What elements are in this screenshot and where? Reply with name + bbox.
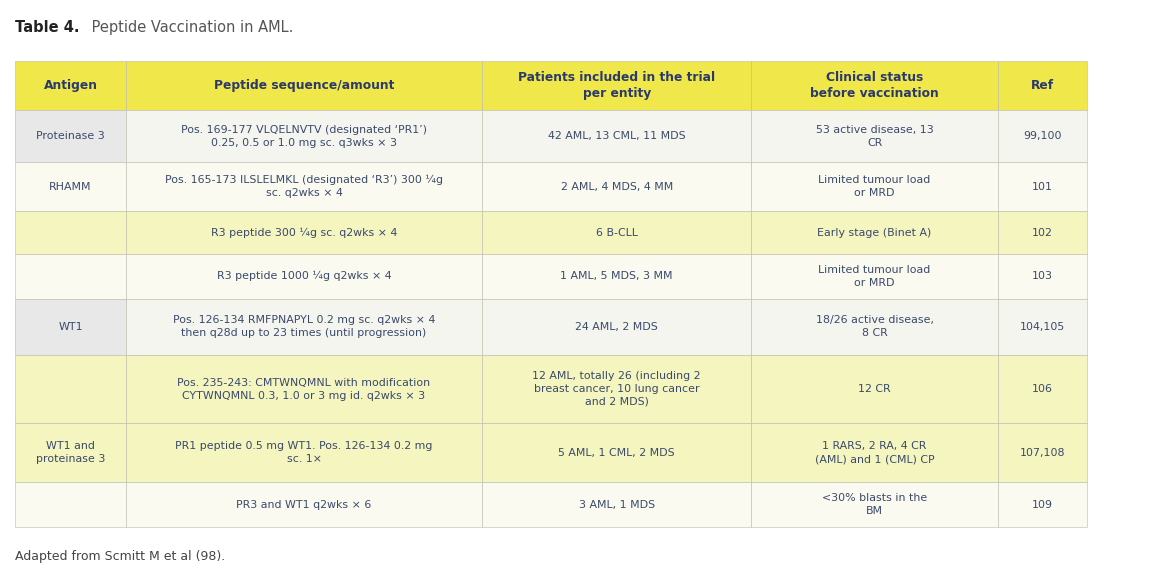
Bar	[15, 299, 125, 355]
Bar	[751, 61, 997, 110]
Text: R3 peptide 300 ¼g sc. q2wks × 4: R3 peptide 300 ¼g sc. q2wks × 4	[211, 228, 397, 238]
Bar	[751, 254, 997, 299]
Text: Proteinase 3: Proteinase 3	[36, 131, 104, 141]
Bar	[751, 211, 997, 254]
Bar	[997, 423, 1087, 482]
Bar	[997, 162, 1087, 211]
Text: 12 AML, totally 26 (including 2
breast cancer, 10 lung cancer
and 2 MDS): 12 AML, totally 26 (including 2 breast c…	[533, 371, 701, 407]
Text: Clinical status
before vaccination: Clinical status before vaccination	[810, 71, 939, 100]
Bar	[15, 110, 125, 162]
Text: Pos. 165-173 ILSLELMKL (designated ‘R3’) 300 ¼g
sc. q2wks × 4: Pos. 165-173 ILSLELMKL (designated ‘R3’)…	[165, 175, 444, 198]
Bar	[125, 482, 482, 527]
Bar	[997, 482, 1087, 527]
Bar	[751, 355, 997, 423]
Text: 107,108: 107,108	[1019, 448, 1065, 458]
Bar	[482, 162, 751, 211]
Text: 109: 109	[1032, 500, 1053, 510]
Text: 103: 103	[1032, 271, 1053, 281]
Bar	[482, 254, 751, 299]
Bar	[15, 254, 125, 299]
Text: Adapted from Scmitt M et al (98).: Adapted from Scmitt M et al (98).	[15, 550, 225, 563]
Text: Pos. 126-134 RMFPNAPYL 0.2 mg sc. q2wks × 4
then q28d up to 23 times (until prog: Pos. 126-134 RMFPNAPYL 0.2 mg sc. q2wks …	[173, 316, 435, 338]
Bar	[997, 254, 1087, 299]
Text: Ref: Ref	[1031, 79, 1054, 92]
Bar	[15, 162, 125, 211]
Bar	[751, 299, 997, 355]
Text: WT1 and
proteinase 3: WT1 and proteinase 3	[36, 441, 106, 464]
Bar	[15, 423, 125, 482]
Bar	[125, 211, 482, 254]
Text: 12 CR: 12 CR	[858, 384, 890, 394]
Text: 18/26 active disease,
8 CR: 18/26 active disease, 8 CR	[815, 316, 933, 338]
Bar	[15, 355, 125, 423]
Bar	[997, 110, 1087, 162]
Text: 5 AML, 1 CML, 2 MDS: 5 AML, 1 CML, 2 MDS	[558, 448, 675, 458]
Text: Limited tumour load
or MRD: Limited tumour load or MRD	[819, 265, 931, 288]
Bar	[751, 482, 997, 527]
Bar	[997, 61, 1087, 110]
Bar	[125, 423, 482, 482]
Text: PR3 and WT1 q2wks × 6: PR3 and WT1 q2wks × 6	[237, 500, 372, 510]
Text: Pos. 235-243: CMTWNQMNL with modification
CYTWNQMNL 0.3, 1.0 or 3 mg id. q2wks ×: Pos. 235-243: CMTWNQMNL with modificatio…	[178, 378, 431, 401]
Bar	[15, 211, 125, 254]
Text: PR1 peptide 0.5 mg WT1. Pos. 126-134 0.2 mg
sc. 1×: PR1 peptide 0.5 mg WT1. Pos. 126-134 0.2…	[175, 441, 433, 464]
Bar	[997, 299, 1087, 355]
Bar	[482, 110, 751, 162]
Bar	[482, 482, 751, 527]
Bar	[482, 423, 751, 482]
Bar	[482, 211, 751, 254]
Text: WT1: WT1	[58, 322, 82, 332]
Text: 53 active disease, 13
CR: 53 active disease, 13 CR	[816, 124, 933, 148]
Text: Pos. 169-177 VLQELNVTV (designated ‘PR1’)
0.25, 0.5 or 1.0 mg sc. q3wks × 3: Pos. 169-177 VLQELNVTV (designated ‘PR1’…	[181, 124, 427, 148]
Text: 1 RARS, 2 RA, 4 CR
(AML) and 1 (CML) CP: 1 RARS, 2 RA, 4 CR (AML) and 1 (CML) CP	[815, 441, 935, 464]
Text: RHAMM: RHAMM	[49, 182, 92, 192]
Bar	[15, 61, 125, 110]
Text: 102: 102	[1032, 228, 1053, 237]
Text: 104,105: 104,105	[1019, 322, 1065, 332]
Bar	[125, 162, 482, 211]
Bar	[997, 211, 1087, 254]
Bar	[482, 299, 751, 355]
Bar	[125, 110, 482, 162]
Text: 2 AML, 4 MDS, 4 MM: 2 AML, 4 MDS, 4 MM	[561, 182, 673, 192]
Bar	[751, 110, 997, 162]
Bar	[997, 355, 1087, 423]
Bar	[125, 355, 482, 423]
Text: R3 peptide 1000 ¼g q2wks × 4: R3 peptide 1000 ¼g q2wks × 4	[217, 271, 391, 281]
Bar	[751, 162, 997, 211]
Text: 42 AML, 13 CML, 11 MDS: 42 AML, 13 CML, 11 MDS	[548, 131, 685, 141]
Text: Patients included in the trial
per entity: Patients included in the trial per entit…	[518, 71, 715, 100]
Text: Limited tumour load
or MRD: Limited tumour load or MRD	[819, 175, 931, 198]
Bar	[15, 482, 125, 527]
Text: 101: 101	[1032, 182, 1053, 192]
Bar	[125, 254, 482, 299]
Text: 6 B-CLL: 6 B-CLL	[596, 228, 637, 237]
Text: 1 AML, 5 MDS, 3 MM: 1 AML, 5 MDS, 3 MM	[561, 271, 673, 281]
Bar	[482, 355, 751, 423]
Text: Early stage (Binet A): Early stage (Binet A)	[817, 228, 931, 237]
Text: 3 AML, 1 MDS: 3 AML, 1 MDS	[578, 500, 655, 510]
Text: 99,100: 99,100	[1023, 131, 1061, 141]
Bar	[125, 61, 482, 110]
Bar	[751, 423, 997, 482]
Text: Antigen: Antigen	[43, 79, 98, 92]
Text: Peptide sequence/amount: Peptide sequence/amount	[214, 79, 395, 92]
Text: Peptide Vaccination in AML.: Peptide Vaccination in AML.	[87, 20, 294, 35]
Text: 106: 106	[1032, 384, 1053, 394]
Text: <30% blasts in the
BM: <30% blasts in the BM	[822, 493, 928, 516]
Bar	[125, 299, 482, 355]
Text: Table 4.: Table 4.	[15, 20, 80, 35]
Bar	[482, 61, 751, 110]
Text: 24 AML, 2 MDS: 24 AML, 2 MDS	[576, 322, 658, 332]
